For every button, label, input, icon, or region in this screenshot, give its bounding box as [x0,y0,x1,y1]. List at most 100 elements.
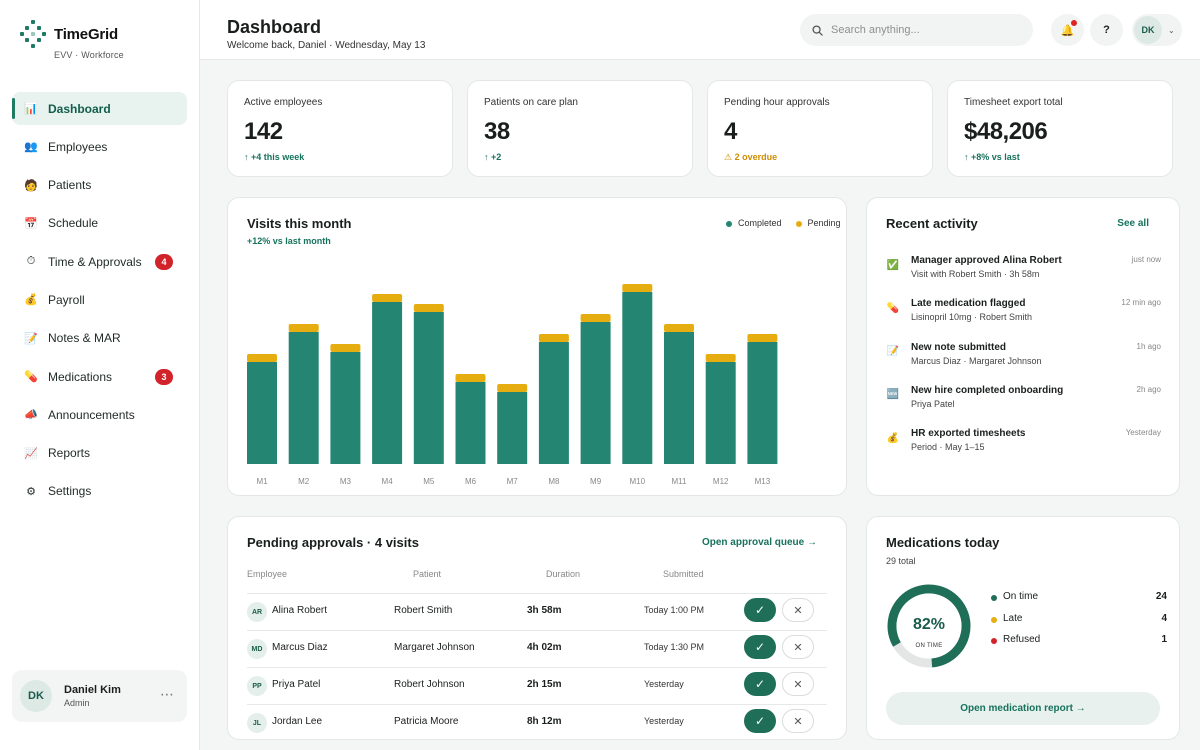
legend-swatch [795,220,802,227]
bar-pending [330,344,361,352]
x-tick-label: M10 [630,477,646,486]
legend-swatch [991,595,997,601]
sidebar-item-settings[interactable]: ⚙ Settings [12,475,187,508]
people-icon: 👥 [24,141,38,154]
bar-pending [372,294,403,302]
user-card[interactable]: DK Daniel Kim Admin ⋯ [12,670,187,722]
reject-button[interactable]: ✕ [782,635,814,659]
bar-pending [664,324,694,332]
chart-title: Visits this month [247,216,352,231]
legend-label: Refused [1003,634,1041,645]
legend-label: Late [1003,612,1023,624]
x-tick-label: M1 [256,477,268,486]
bar-pending [705,354,736,362]
sidebar-item-medications[interactable]: 💊 Medications 3 [12,360,187,393]
activity-time: 12 min ago [1121,298,1161,308]
bar-completed [372,302,403,464]
legend-value: 1 [1161,634,1167,645]
legend-item: Completed [726,218,782,228]
activity-time: 1h ago [1136,341,1161,351]
check-box-icon: ✅ [886,259,900,271]
patient-icon: 🧑 [24,179,38,192]
stat-value: $48,206 [964,118,1048,145]
reject-button[interactable]: ✕ [782,672,814,696]
see-all-link[interactable]: See all [1117,218,1149,229]
approve-button[interactable]: ✓ [744,672,776,696]
sidebar-item-label: Schedule [48,216,99,231]
sidebar-item-time-approvals[interactable]: ⏱ Time & Approvals 4 [12,245,187,278]
list-item[interactable]: 🆕 New hire completed onboarding Priya Pate… [885,383,1167,426]
list-item[interactable]: 💰 HR exported timesheets Period · May 1–15… [885,426,1167,469]
search-input[interactable] [831,24,1011,36]
stopwatch-icon: ⏱ [26,255,36,268]
bar-completed [538,342,569,464]
account-menu-button[interactable]: DK ⌄ [1132,14,1182,46]
approve-button[interactable]: ✓ [744,709,776,733]
money-bag-icon: 💰 [886,432,900,444]
more-options-icon[interactable]: ⋯ [160,686,175,702]
notifications-button[interactable]: 🔔 [1051,14,1084,46]
gear-icon: ⚙ [26,485,36,498]
reject-button[interactable]: ✕ [782,709,814,733]
stat-value: 4 [724,118,737,145]
brand[interactable]: TimeGrid [20,20,118,48]
sidebar-item-patients[interactable]: 🧑 Patients [12,169,187,202]
sidebar-item-reports[interactable]: 📈 Reports [12,437,187,470]
approve-button[interactable]: ✓ [744,635,776,659]
approve-button[interactable]: ✓ [744,598,776,622]
medications-total: 29 total [886,556,916,566]
search-box[interactable] [800,14,1033,46]
sidebar-item-employees[interactable]: 👥 Employees [12,130,187,163]
activity-detail: Lisinopril 10mg · Robert Smith [911,312,1033,323]
x-tick-label: M2 [298,477,310,486]
x-tick-label: M13 [755,477,771,486]
list-item[interactable]: ✅ Manager approved Alina Robert Visit with… [885,253,1167,296]
column-header-employee: Employee [247,569,288,579]
reject-button[interactable]: ✕ [782,598,814,622]
bar-completed [247,362,277,464]
employee-name: Marcus Diaz [272,642,328,653]
sidebar-item-label: Announcements [48,407,135,422]
avatar: MD [247,639,267,659]
approvals-title: Pending approvals · 4 visits [247,535,419,550]
stat-delta: ↑ +8% vs last [964,152,1020,162]
sidebar-item-label: Employees [48,139,108,154]
stat-delta: ⚠ 2 overdue [724,152,778,162]
table-header: Employee Patient Duration Submitted [247,569,827,581]
open-medication-report-button[interactable]: Open medication report → [886,692,1160,725]
patient-name: Robert Johnson [394,679,465,690]
pending-approvals-card: Pending approvals · 4 visits Open approv… [227,516,847,740]
list-item[interactable]: 💊 Late medication flagged Lisinopril 10mg … [885,296,1167,339]
help-button[interactable]: ? [1090,14,1123,46]
sidebar-item-announcements[interactable]: 📣 Announcements [12,398,187,431]
sidebar-item-label: Patients [48,178,92,193]
submitted-time: Today 1:00 PM [644,605,705,615]
legend-value: 24 [1155,591,1167,602]
x-tick-label: M5 [423,477,435,486]
open-approval-queue-link[interactable]: Open approval queue → [701,537,817,548]
sidebar-item-notes-mar[interactable]: 📝 Notes & MAR [12,322,187,355]
sidebar-item-schedule[interactable]: 📅 Schedule [12,207,187,240]
visit-duration: 2h 15m [527,679,562,690]
submitted-time: Yesterday [644,716,684,726]
sidebar-item-label: Notes & MAR [48,331,121,346]
pill-icon: 💊 [24,371,38,384]
sidebar-item-payroll[interactable]: 💰 Payroll [12,283,187,316]
activity-title-text: New note submitted [911,341,1007,353]
sidebar: TimeGrid EVV · Workforce 📊 Dashboard 👥 Empl… [0,0,200,750]
avatar: DK [1134,16,1162,44]
megaphone-icon: 📣 [24,409,38,422]
chart-up-icon: 📈 [24,447,38,460]
activity-time: 2h ago [1136,384,1161,394]
stat-delta: ↑ +4 this week [244,152,305,162]
table-row: MD Marcus Diaz Margaret Johnson 4h 02m Today… [247,630,827,667]
bar-completed [455,382,486,464]
submitted-time: Yesterday [644,679,684,689]
bar-completed [288,332,319,464]
bar-pending [538,334,569,342]
approvals-table: AR Alina Robert Robert Smith 3h 58m Today 1:… [247,593,827,741]
sidebar-item-dashboard[interactable]: 📊 Dashboard [12,92,187,125]
avatar: JL [247,713,267,733]
list-item[interactable]: 📝 New note submitted Marcus Diaz · Margare… [885,340,1167,383]
submitted-time: Today 1:30 PM [644,642,705,652]
